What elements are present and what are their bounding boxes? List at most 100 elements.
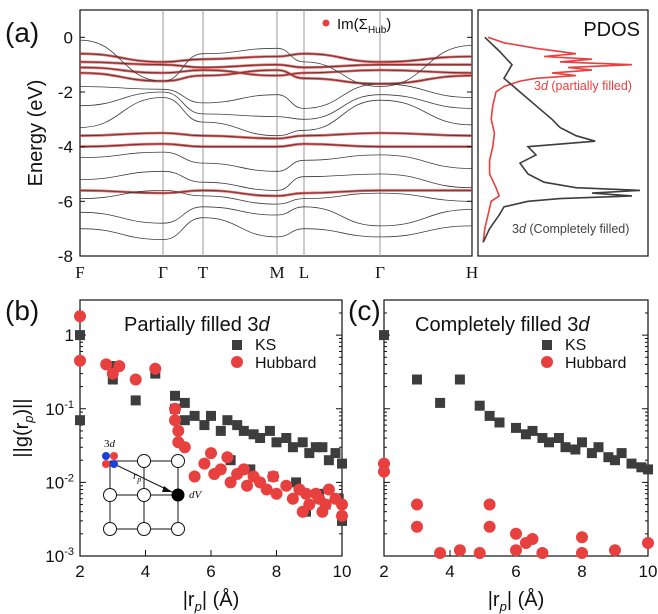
point-ks	[511, 422, 521, 433]
band-line-7	[79, 97, 473, 137]
point-ks	[412, 374, 422, 385]
panel-label-c: (c)	[348, 295, 381, 326]
point-ks	[238, 425, 249, 436]
point-ks	[287, 442, 298, 453]
x-tick-label: 4	[445, 562, 454, 581]
band-hub-2	[79, 66, 473, 77]
pc-points	[378, 330, 654, 559]
point-ks	[544, 437, 554, 448]
pdos-label-partial: 3d (partially filled)	[534, 79, 632, 93]
x-tick-label: 6	[206, 562, 215, 581]
pc-x-label: |rp| (Å)	[488, 588, 545, 614]
band-legend-label: Im(ΣHub)	[337, 16, 391, 36]
point-ks	[75, 330, 85, 341]
pb-title: Partially filled 3d	[124, 314, 271, 336]
point-ks	[130, 395, 141, 406]
pb-y-label: ||g(rp)||	[11, 398, 36, 457]
kpoint-label: Γ	[158, 263, 168, 282]
lattice-site	[137, 522, 151, 536]
band-legend: Im(ΣHub)	[322, 16, 391, 36]
point-hubbard	[198, 457, 211, 470]
point-ks	[310, 442, 321, 453]
point-hubbard	[483, 520, 496, 533]
kpoint-label: L	[299, 263, 309, 282]
point-ks	[222, 415, 233, 426]
lattice-site	[171, 454, 185, 468]
inset-volume-label: dV	[189, 489, 203, 501]
point-ks	[297, 437, 308, 448]
band-line-2	[79, 67, 473, 77]
point-ks	[107, 361, 118, 372]
lattice-site	[103, 522, 117, 536]
pdos-line-1	[482, 36, 641, 243]
pb-points	[74, 310, 348, 526]
band-line-9	[79, 143, 472, 148]
point-ks	[570, 444, 581, 455]
point-ks	[199, 420, 210, 431]
point-ks	[271, 437, 282, 448]
pb-legend-ks: KS	[255, 337, 276, 354]
band-line-15	[79, 217, 473, 241]
band-y-ticks: 0 -2 -4 -6 -8	[58, 28, 472, 266]
point-hubbard	[74, 354, 86, 367]
point-hubbard	[178, 441, 191, 454]
point-hubbard	[74, 310, 86, 323]
point-ks	[454, 374, 465, 385]
point-hubbard	[300, 487, 312, 500]
y-tick-label: 10-2	[45, 472, 74, 492]
point-ks	[245, 464, 256, 475]
legend-marker-hub	[322, 19, 330, 27]
point-hubbard	[237, 463, 250, 476]
pdos-label-complete: 3d (Completely filled)	[512, 222, 629, 236]
pc-legend-hub: Hubbard	[565, 355, 626, 372]
pb-legend-ks-marker	[232, 340, 242, 350]
lattice-site	[171, 522, 185, 536]
point-hubbard	[296, 505, 309, 518]
inset-volume-element	[171, 488, 185, 502]
point-ks	[527, 425, 538, 436]
point-hubbard	[510, 527, 522, 540]
band-lines	[79, 39, 473, 241]
x-tick-label: 2	[379, 562, 388, 581]
pb-legend-hub-marker	[231, 356, 243, 368]
band-ytick-label: -8	[58, 247, 73, 266]
point-hubbard	[214, 463, 227, 476]
point-hubbard	[453, 544, 466, 557]
point-ks	[215, 425, 226, 436]
point-hubbard	[378, 465, 390, 478]
lattice-site	[137, 454, 151, 468]
point-hubbard	[322, 483, 335, 496]
point-hubbard	[129, 373, 142, 386]
point-ks	[577, 437, 587, 448]
band-y-label: Energy (eV)	[25, 80, 47, 187]
point-hubbard	[169, 402, 181, 415]
point-ks	[179, 415, 190, 426]
band-line-13	[79, 189, 473, 205]
point-ks	[643, 464, 653, 475]
inset-vector-arrow	[109, 461, 173, 493]
pb-legend: KS Hubbard	[231, 337, 316, 372]
band-line-11	[79, 170, 473, 191]
pb-legend-hub: Hubbard	[255, 355, 316, 372]
y-tick-label: 10-1	[45, 399, 74, 419]
point-ks	[317, 442, 328, 453]
point-ks	[626, 458, 637, 469]
band-line-4	[79, 39, 473, 87]
point-ks	[75, 415, 85, 426]
x-tick-label: 2	[75, 562, 84, 581]
band-ytick-label: -4	[58, 138, 73, 157]
pc-legend-hub-marker	[541, 356, 553, 368]
point-ks	[553, 433, 564, 443]
point-ks	[291, 477, 302, 488]
point-hubbard	[336, 509, 348, 522]
lattice-inset: 3d rp dV	[102, 438, 203, 536]
point-hubbard	[149, 362, 162, 375]
point-ks	[560, 442, 571, 453]
point-ks	[337, 458, 347, 469]
point-hubbard	[280, 479, 293, 492]
point-hubbard	[260, 483, 273, 496]
point-ks	[379, 330, 389, 341]
x-tick-label: 10	[639, 562, 658, 581]
x-tick-label: 8	[577, 562, 586, 581]
